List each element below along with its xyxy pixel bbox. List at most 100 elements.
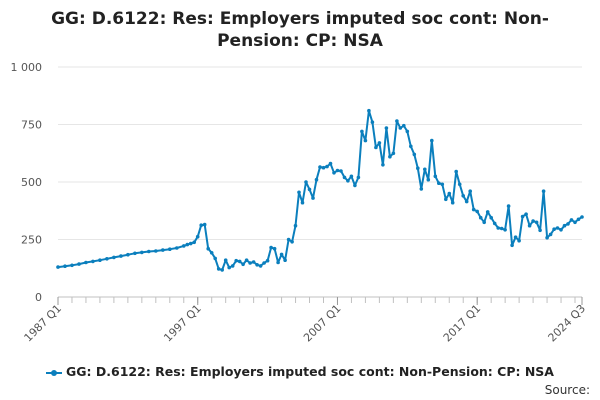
data-point[interactable] xyxy=(552,227,556,231)
data-point[interactable] xyxy=(360,129,364,134)
data-point[interactable] xyxy=(230,264,235,268)
data-point[interactable] xyxy=(457,182,462,187)
data-point[interactable] xyxy=(140,250,144,255)
data-point[interactable] xyxy=(478,215,483,220)
data-point[interactable] xyxy=(454,169,459,174)
data-point[interactable] xyxy=(412,152,417,157)
data-point[interactable] xyxy=(433,174,438,179)
data-point[interactable] xyxy=(534,220,539,225)
data-point[interactable] xyxy=(56,265,60,269)
data-point[interactable] xyxy=(209,251,214,255)
data-point[interactable] xyxy=(286,237,291,242)
data-point[interactable] xyxy=(388,154,392,159)
data-point[interactable] xyxy=(513,235,518,239)
data-point[interactable] xyxy=(517,238,521,243)
data-point[interactable] xyxy=(398,126,403,130)
data-point[interactable] xyxy=(199,223,203,227)
data-point[interactable] xyxy=(262,261,266,265)
data-point[interactable] xyxy=(416,166,420,170)
data-point[interactable] xyxy=(335,168,340,173)
data-point[interactable] xyxy=(175,246,179,250)
data-point[interactable] xyxy=(112,255,116,260)
data-point[interactable] xyxy=(133,251,137,256)
data-point[interactable] xyxy=(381,163,385,167)
data-point[interactable] xyxy=(269,245,273,250)
data-point[interactable] xyxy=(391,151,396,156)
data-point[interactable] xyxy=(562,223,567,228)
data-point[interactable] xyxy=(258,264,263,268)
data-point[interactable] xyxy=(489,215,494,220)
data-point[interactable] xyxy=(332,171,336,175)
data-point[interactable] xyxy=(346,179,350,183)
data-point[interactable] xyxy=(464,199,469,204)
data-point[interactable] xyxy=(485,210,490,214)
data-point[interactable] xyxy=(241,262,245,267)
data-point[interactable] xyxy=(293,223,298,228)
data-point[interactable] xyxy=(527,223,532,228)
data-point[interactable] xyxy=(339,169,343,173)
data-point[interactable] xyxy=(492,221,497,226)
data-point[interactable] xyxy=(161,248,165,252)
data-point[interactable] xyxy=(154,249,158,253)
data-point[interactable] xyxy=(213,256,217,261)
data-point[interactable] xyxy=(349,174,354,179)
data-point[interactable] xyxy=(318,165,322,169)
data-point[interactable] xyxy=(283,258,287,263)
data-point[interactable] xyxy=(206,246,210,251)
data-point[interactable] xyxy=(573,220,577,225)
data-point[interactable] xyxy=(328,161,333,166)
data-point[interactable] xyxy=(367,108,371,113)
data-point[interactable] xyxy=(70,263,74,268)
data-point[interactable] xyxy=(251,260,256,264)
data-point[interactable] xyxy=(77,262,81,266)
data-point[interactable] xyxy=(220,268,224,272)
data-point[interactable] xyxy=(430,138,434,143)
data-point[interactable] xyxy=(426,177,431,182)
data-point[interactable] xyxy=(496,226,501,230)
data-point[interactable] xyxy=(475,209,480,214)
data-point[interactable] xyxy=(520,214,525,219)
data-point[interactable] xyxy=(265,258,270,263)
data-point[interactable] xyxy=(569,218,574,222)
data-point[interactable] xyxy=(524,212,528,216)
data-point[interactable] xyxy=(223,258,228,263)
data-point[interactable] xyxy=(307,187,312,192)
data-point[interactable] xyxy=(374,145,378,150)
data-point[interactable] xyxy=(248,261,252,265)
legend[interactable]: GG: D.6122: Res: Employers imputed soc c… xyxy=(0,364,600,379)
data-point[interactable] xyxy=(300,200,305,205)
data-point[interactable] xyxy=(576,217,581,222)
data-point[interactable] xyxy=(580,215,584,219)
data-point[interactable] xyxy=(314,177,319,182)
data-point[interactable] xyxy=(503,228,507,232)
data-point[interactable] xyxy=(272,246,277,251)
data-point[interactable] xyxy=(216,267,221,271)
data-point[interactable] xyxy=(377,141,382,145)
data-point[interactable] xyxy=(384,126,389,130)
data-point[interactable] xyxy=(440,182,445,187)
data-point[interactable] xyxy=(276,260,280,265)
data-point[interactable] xyxy=(290,240,294,244)
data-point[interactable] xyxy=(244,258,249,263)
data-point[interactable] xyxy=(545,235,549,240)
data-point[interactable] xyxy=(419,187,424,191)
data-point[interactable] xyxy=(370,120,375,124)
data-point[interactable] xyxy=(279,252,284,257)
data-point[interactable] xyxy=(450,200,455,205)
data-point[interactable] xyxy=(353,183,357,188)
data-point[interactable] xyxy=(91,259,95,264)
data-point[interactable] xyxy=(395,119,399,123)
data-point[interactable] xyxy=(234,258,238,263)
data-point[interactable] xyxy=(541,189,546,193)
data-point[interactable] xyxy=(98,258,102,263)
data-point[interactable] xyxy=(402,123,406,128)
data-point[interactable] xyxy=(409,144,413,149)
data-point[interactable] xyxy=(192,240,196,245)
data-point[interactable] xyxy=(325,164,329,169)
data-point[interactable] xyxy=(195,234,200,239)
data-point[interactable] xyxy=(499,226,504,231)
data-point[interactable] xyxy=(147,249,151,254)
series-line[interactable] xyxy=(57,109,583,271)
data-point[interactable] xyxy=(237,259,242,264)
data-point[interactable] xyxy=(63,264,67,269)
